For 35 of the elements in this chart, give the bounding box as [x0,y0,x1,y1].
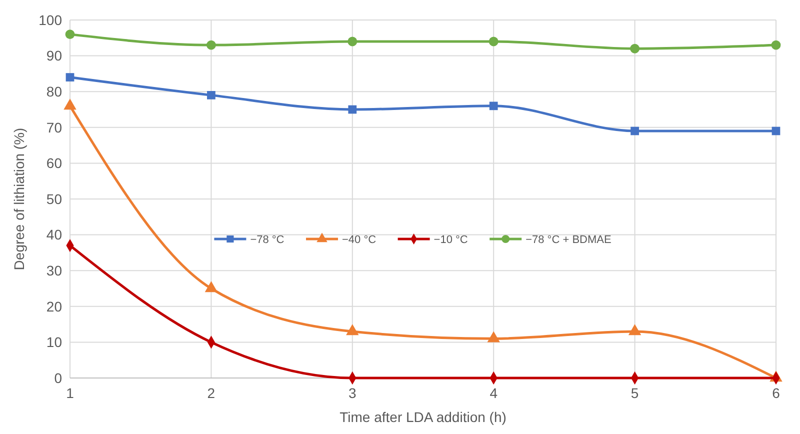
y-tick-label: 30 [46,262,62,278]
x-tick-label: 6 [772,385,780,401]
y-tick-label: 50 [46,190,62,207]
point [348,105,357,114]
y-tick-label: 10 [46,334,62,350]
point [489,102,498,110]
x-tick-label: 5 [630,385,639,401]
x-tick-label: 1 [66,385,74,401]
legend-label: −40 °C [342,234,376,246]
point [771,40,781,50]
y-tick-label: 60 [46,155,62,172]
x-tick-label: 2 [207,385,216,401]
point [206,40,216,50]
y-tick-label: 0 [54,370,62,386]
point [772,126,780,136]
point [630,44,640,54]
y-axis-title: Degree of lithiation (%) [11,128,27,270]
point [66,73,74,82]
x-tick-label: 4 [490,385,498,401]
y-tick-label: 20 [46,298,62,314]
point [348,36,358,46]
point [488,36,498,46]
y-tick-label: 80 [46,84,62,100]
y-tick-label: 40 [46,226,62,243]
legend-label: −78 °C + BDMAE [526,234,612,246]
point [630,126,639,136]
x-tick-label: 3 [348,385,356,401]
legend-label: −10 °C [434,234,468,246]
y-tick-label: 90 [46,48,62,64]
y-tick-label: 70 [46,119,62,136]
legend-label: −78 °C [250,234,284,246]
point [207,90,216,100]
x-axis-title: Time after LDA addition (h) [340,409,506,425]
point [65,30,75,40]
y-tick-label: 100 [38,12,62,28]
